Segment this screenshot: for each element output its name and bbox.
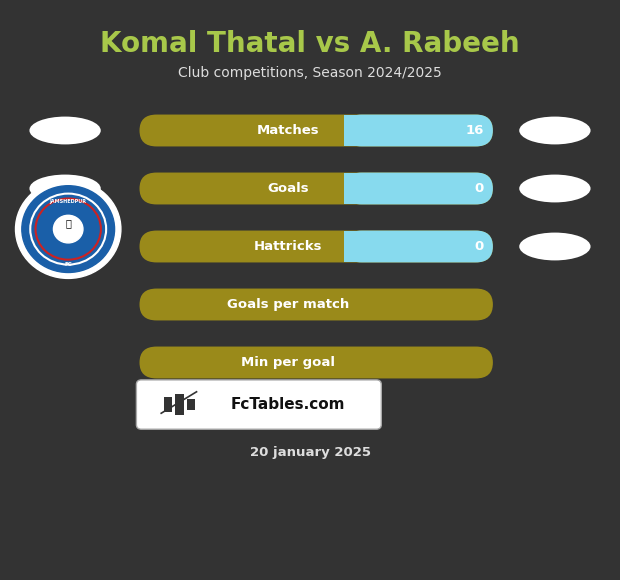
Bar bbox=[175, 394, 184, 415]
Ellipse shape bbox=[520, 233, 590, 260]
Ellipse shape bbox=[520, 175, 590, 202]
FancyBboxPatch shape bbox=[140, 347, 493, 379]
FancyBboxPatch shape bbox=[345, 114, 493, 146]
Text: FcTables.com: FcTables.com bbox=[230, 397, 345, 412]
Text: Goals: Goals bbox=[267, 182, 309, 195]
Circle shape bbox=[53, 215, 83, 243]
Text: Club competitions, Season 2024/2025: Club competitions, Season 2024/2025 bbox=[178, 66, 442, 79]
Bar bbox=[345, 172, 362, 204]
FancyBboxPatch shape bbox=[140, 114, 493, 146]
FancyBboxPatch shape bbox=[140, 173, 493, 204]
Ellipse shape bbox=[29, 175, 100, 202]
Circle shape bbox=[22, 186, 115, 273]
Text: Goals per match: Goals per match bbox=[227, 298, 349, 311]
Text: Hattricks: Hattricks bbox=[254, 240, 322, 253]
Bar bbox=[345, 114, 362, 146]
Text: FC: FC bbox=[64, 262, 72, 267]
Text: Komal Thatal vs A. Rabeeh: Komal Thatal vs A. Rabeeh bbox=[100, 30, 520, 57]
FancyBboxPatch shape bbox=[140, 289, 493, 321]
FancyBboxPatch shape bbox=[136, 380, 381, 429]
Text: JAMSHEDPUR: JAMSHEDPUR bbox=[50, 200, 87, 205]
Bar bbox=[187, 399, 195, 411]
FancyBboxPatch shape bbox=[345, 230, 493, 262]
Bar bbox=[345, 230, 362, 262]
Text: 0: 0 bbox=[474, 240, 484, 253]
Bar bbox=[164, 397, 172, 412]
Ellipse shape bbox=[29, 233, 100, 260]
Text: 0: 0 bbox=[474, 182, 484, 195]
Ellipse shape bbox=[520, 117, 590, 144]
FancyBboxPatch shape bbox=[140, 230, 493, 262]
Text: 🔥: 🔥 bbox=[65, 218, 71, 228]
Ellipse shape bbox=[29, 117, 100, 144]
FancyBboxPatch shape bbox=[345, 173, 493, 204]
Text: 16: 16 bbox=[465, 124, 484, 137]
Circle shape bbox=[16, 180, 121, 278]
Text: 20 january 2025: 20 january 2025 bbox=[249, 446, 371, 459]
Text: Matches: Matches bbox=[257, 124, 319, 137]
Text: Min per goal: Min per goal bbox=[241, 356, 335, 369]
